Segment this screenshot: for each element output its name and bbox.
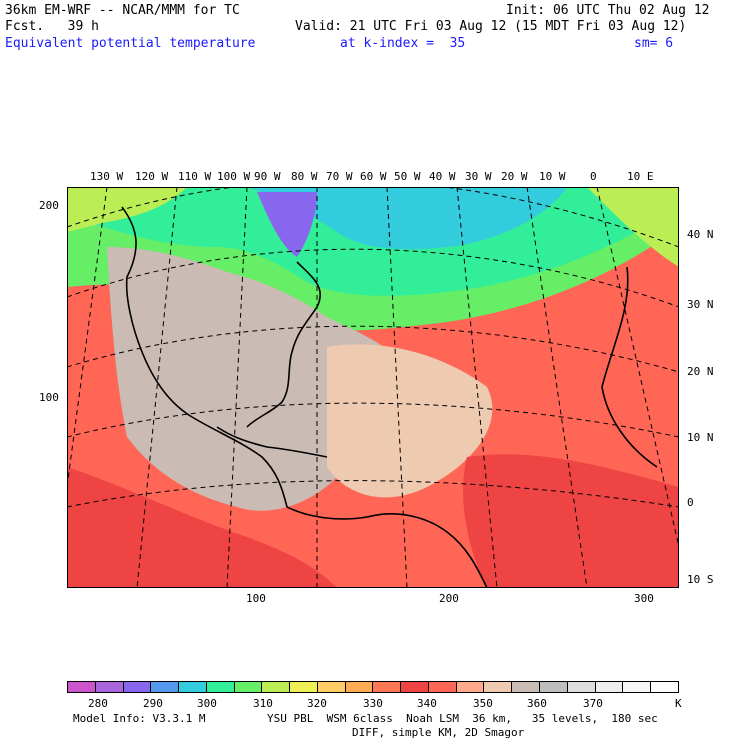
longitude-label: 70 W (326, 170, 353, 183)
map-frame (67, 187, 679, 588)
yellow-ne (587, 187, 679, 267)
coastlines (121, 206, 658, 588)
colorbar-swatch (68, 682, 96, 692)
grid-label-bottom: 200 (439, 592, 459, 605)
colorbar-swatch (651, 682, 678, 692)
longitude-label: 50 W (394, 170, 421, 183)
theta-e-map (67, 187, 679, 588)
red-sw (67, 467, 337, 588)
grid-label-bottom: 300 (634, 592, 654, 605)
colorbar-swatch (123, 682, 152, 692)
colorbar-label: 330 (363, 697, 383, 710)
longitude-label: 10 W (539, 170, 566, 183)
smoothing: sm= 6 (634, 36, 674, 51)
colorbar-swatch (234, 682, 263, 692)
longitude-label: 30 W (465, 170, 492, 183)
colorbar-swatch (373, 682, 402, 692)
longitude-label: 110 W (178, 170, 212, 183)
tan-region (327, 344, 493, 498)
colorbar-swatch (345, 682, 374, 692)
colorbar-swatch (623, 682, 652, 692)
colorbar-label: 290 (143, 697, 163, 710)
longitude-label: 120 W (135, 170, 169, 183)
colorbar-label: 310 (253, 697, 273, 710)
grid-label-bottom: 100 (246, 592, 266, 605)
colorbar (67, 681, 679, 693)
model-title: 36km EM-WRF -- NCAR/MMM for TC (5, 3, 240, 18)
diffusion-info: DIFF, simple KM, 2D Smagor (352, 726, 525, 739)
model-info: Model Info: V3.3.1 M (73, 712, 206, 725)
colorbar-label: 360 (527, 697, 547, 710)
colorbar-label: K (675, 697, 682, 710)
longitude-label: 130 W (90, 170, 124, 183)
latitude-label: 30 N (687, 298, 714, 311)
latitude-label: 10 N (687, 431, 714, 444)
longitude-label: 40 W (429, 170, 456, 183)
colorbar-label: 320 (307, 697, 327, 710)
field-name: Equivalent potential temperature (5, 36, 256, 51)
valid-time: Valid: 21 UTC Fri 03 Aug 12 (15 MDT Fri … (295, 19, 687, 34)
colorbar-swatch (540, 682, 568, 692)
colorbar-swatch (206, 682, 235, 692)
colorbar-label: 370 (583, 697, 603, 710)
longitude-label: 0 (590, 170, 597, 183)
longitude-label: 90 W (254, 170, 281, 183)
colorbar-swatch (428, 682, 457, 692)
colorbar-swatch (401, 682, 429, 692)
colorbar-label: 280 (88, 697, 108, 710)
latitude-label: 40 N (687, 228, 714, 241)
init-time: Init: 06 UTC Thu 02 Aug 12 (506, 3, 710, 18)
colorbar-swatch (595, 682, 624, 692)
level-index: at k-index = 35 (340, 36, 466, 51)
colorbar-label: 340 (417, 697, 437, 710)
colorbar-swatch (484, 682, 513, 692)
grid-label-left: 200 (39, 199, 59, 212)
colorbar-label: 300 (197, 697, 217, 710)
forecast-hour: Fcst. 39 h (5, 19, 99, 34)
colorbar-label: 350 (473, 697, 493, 710)
longitude-label: 60 W (360, 170, 387, 183)
latitude-label: 20 N (687, 365, 714, 378)
colorbar-swatch (179, 682, 207, 692)
colorbar-swatch (290, 682, 318, 692)
colorbar-swatch (567, 682, 596, 692)
colorbar-swatch (95, 682, 124, 692)
map-canvas (67, 187, 679, 588)
colorbar-swatch (317, 682, 346, 692)
yellow-region (67, 187, 187, 232)
latitude-label: 10 S (687, 573, 714, 586)
purple-region (257, 192, 317, 257)
latitude-label: 0 (687, 496, 694, 509)
longitude-label: 100 W (217, 170, 251, 183)
colorbar-swatch (151, 682, 180, 692)
cyan-band (247, 187, 567, 250)
grid-label-left: 100 (39, 391, 59, 404)
longitude-label: 10 E (627, 170, 654, 183)
longitude-label: 20 W (501, 170, 528, 183)
longitude-label: 80 W (291, 170, 318, 183)
physics-info: YSU PBL WSM 6class Noah LSM 36 km, 35 le… (267, 712, 658, 725)
colorbar-swatch (262, 682, 291, 692)
colorbar-swatch (512, 682, 541, 692)
graticule (67, 187, 679, 588)
colorbar-swatch (456, 682, 485, 692)
